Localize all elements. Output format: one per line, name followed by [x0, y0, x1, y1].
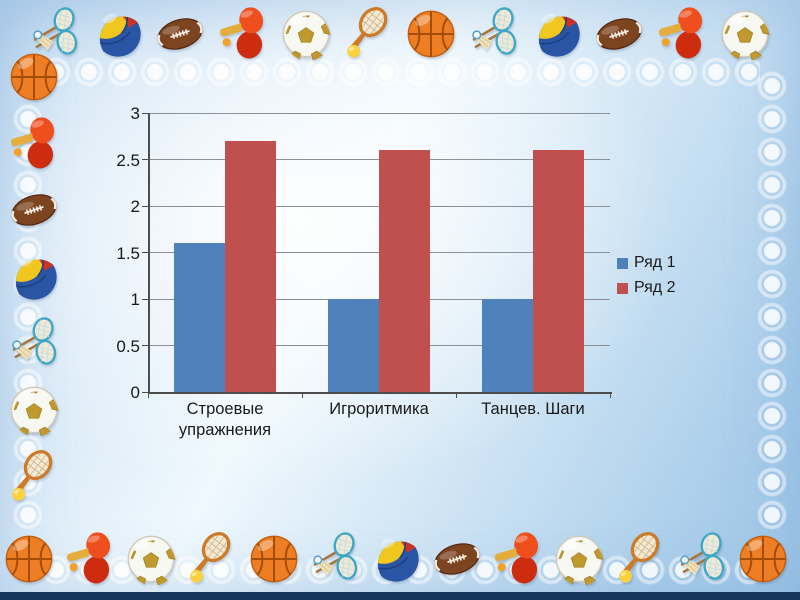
border-icons-top	[26, 3, 774, 65]
x-axis-tick	[456, 392, 457, 398]
soccer-ball-icon	[277, 5, 335, 63]
y-axis-tick	[142, 345, 148, 346]
slide-bottom-edge	[0, 592, 800, 600]
tennis-racket-icon	[612, 530, 670, 588]
legend-swatch	[617, 282, 628, 294]
x-axis-category-label: Строевые упражнения	[178, 400, 272, 439]
chart-legend: Ряд 1 Ряд 2	[617, 253, 675, 298]
badminton-rackets-icon	[306, 530, 364, 588]
legend-item: Ряд 1	[617, 253, 675, 273]
border-icons-left	[3, 48, 65, 506]
bar-ряд-2-2	[379, 150, 430, 392]
chart-axes	[148, 113, 612, 394]
badminton-rackets-icon	[465, 5, 523, 63]
y-axis-tick	[142, 252, 148, 253]
volleyball-icon	[528, 5, 586, 63]
y-axis-tick-label: 2	[130, 197, 140, 216]
basketball-icon	[734, 530, 792, 588]
x-axis-tick	[610, 392, 611, 398]
badminton-rackets-icon	[673, 530, 731, 588]
bar-ряд-1-2	[328, 299, 379, 392]
basketball-icon	[0, 530, 58, 588]
border-icons-bottom	[0, 528, 792, 590]
y-axis-tick-label: 1	[130, 290, 140, 309]
table-tennis-paddles-icon	[489, 530, 547, 588]
basketball-icon	[5, 48, 63, 106]
bar-ряд-1-3	[482, 299, 533, 392]
tennis-racket-icon	[183, 530, 241, 588]
basketball-icon	[245, 530, 303, 588]
soccer-ball-icon	[716, 5, 774, 63]
y-axis-tick-label: 3	[130, 104, 140, 123]
gridline	[148, 112, 610, 114]
x-axis-tick	[148, 392, 149, 398]
legend-label: Ряд 1	[634, 254, 676, 271]
y-axis-tick-label: 0.5	[116, 336, 140, 356]
soccer-ball-icon	[5, 381, 63, 439]
volleyball-icon	[5, 248, 63, 306]
x-axis-category-label: Игроритмика	[329, 400, 429, 418]
y-axis-tick	[142, 159, 148, 160]
y-axis-tick-label: 0	[130, 383, 140, 402]
bar-ряд-2-3	[533, 150, 584, 392]
table-tennis-paddles-icon	[653, 5, 711, 63]
tennis-racket-icon	[340, 5, 398, 63]
table-tennis-paddles-icon	[61, 530, 119, 588]
volleyball-icon	[89, 5, 147, 63]
table-tennis-paddles-icon	[214, 5, 272, 63]
table-tennis-paddles-icon	[5, 115, 63, 173]
basketball-icon	[402, 5, 460, 63]
y-axis-tick	[142, 205, 148, 207]
soccer-ball-icon	[122, 530, 180, 588]
bar-ряд-2-1	[225, 140, 276, 392]
legend-label: Ряд 2	[634, 279, 676, 296]
legend-swatch	[617, 257, 628, 269]
american-football-icon	[590, 5, 648, 63]
x-axis-tick	[302, 392, 303, 398]
badminton-rackets-icon	[26, 5, 84, 63]
legend-item: Ряд 2	[617, 278, 675, 298]
american-football-icon	[428, 530, 486, 588]
tennis-racket-icon	[5, 448, 63, 506]
badminton-rackets-icon	[5, 315, 63, 373]
y-axis-tick	[142, 391, 148, 393]
bar-ряд-1-1	[174, 243, 225, 392]
volleyball-icon	[367, 530, 425, 588]
x-axis-category-label: Танцев. Шаги	[481, 400, 585, 418]
soccer-ball-icon	[550, 530, 608, 588]
y-axis-tick-label: 2.5	[116, 150, 140, 170]
american-football-icon	[5, 181, 63, 239]
y-axis-tick-label: 1.5	[116, 243, 140, 263]
y-axis-tick	[142, 112, 148, 114]
y-axis-tick	[142, 298, 148, 300]
american-football-icon	[151, 5, 209, 63]
